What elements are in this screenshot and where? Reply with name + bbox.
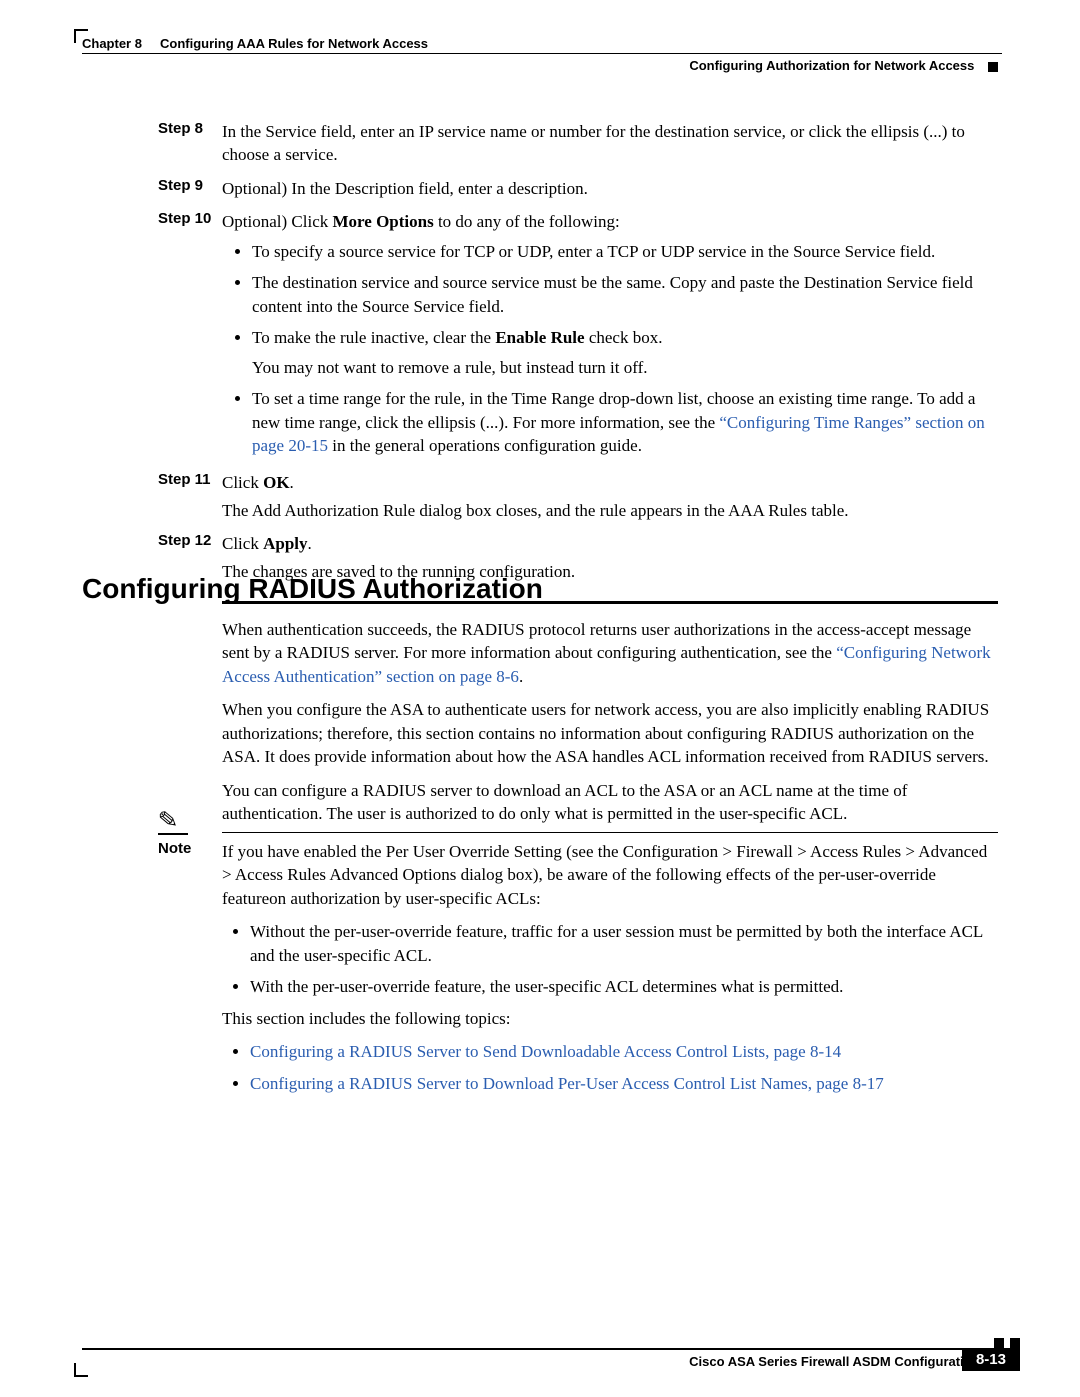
step-text: Optional) In the Description field, ente… <box>222 177 998 200</box>
paragraph: When authentication succeeds, the RADIUS… <box>222 618 998 688</box>
header-rule <box>82 53 1002 54</box>
step-label: Step 12 <box>158 532 222 549</box>
running-header-left: Chapter 8 Configuring AAA Rules for Netw… <box>82 36 428 51</box>
text: . <box>308 534 312 553</box>
cross-ref-link[interactable]: Configuring a RADIUS Server to Download … <box>250 1074 884 1093</box>
text: . <box>290 473 294 492</box>
step-label: Step 8 <box>158 120 222 137</box>
step-body: Optional) In the Description field, ente… <box>222 177 998 204</box>
square-icon <box>994 1338 1004 1348</box>
list-item: Configuring a RADIUS Server to Download … <box>250 1072 998 1095</box>
section-heading: Configuring RADIUS Authorization <box>82 573 543 605</box>
step-row: Step 11 Click OK. The Add Authorization … <box>158 471 998 526</box>
section-title: Configuring Authorization for Network Ac… <box>689 58 974 73</box>
paragraph: This section includes the following topi… <box>222 1007 998 1030</box>
list-item: The destination service and source servi… <box>252 271 998 318</box>
step-text: In the Service field, enter an IP servic… <box>222 120 998 167</box>
step-text: Click OK. <box>222 471 998 494</box>
bullet-list: Without the per-user-override feature, t… <box>222 920 998 998</box>
page-number: 8-13 <box>962 1348 1020 1371</box>
step-body: In the Service field, enter an IP servic… <box>222 120 998 171</box>
note-text: If you have enabled the Per User Overrid… <box>222 840 998 1103</box>
step-body: Click OK. The Add Authorization Rule dia… <box>222 471 998 526</box>
page: Chapter 8 Configuring AAA Rules for Netw… <box>0 0 1080 1397</box>
step-label: Step 9 <box>158 177 222 194</box>
step-row: Step 8 In the Service field, enter an IP… <box>158 120 998 171</box>
text: to do any of the following: <box>434 212 620 231</box>
list-item: Without the per-user-override feature, t… <box>250 920 998 967</box>
chapter-prefix: Chapter 8 <box>82 36 142 51</box>
list-item: With the per-user-override feature, the … <box>250 975 998 998</box>
pencil-icon: ✎ <box>158 806 188 835</box>
crop-mark <box>74 1375 88 1377</box>
paragraph: When you configure the ASA to authentica… <box>222 698 998 768</box>
bold-text: OK <box>263 473 289 492</box>
text: To make the rule inactive, clear the <box>252 328 495 347</box>
list-item: To set a time range for the rule, in the… <box>252 387 998 457</box>
note-rule <box>222 832 998 833</box>
list-item: To specify a source service for TCP or U… <box>252 240 998 263</box>
crop-mark <box>74 29 76 43</box>
chapter-title: Configuring AAA Rules for Network Access <box>160 36 428 51</box>
text: check box. <box>585 328 663 347</box>
bullet-list: To specify a source service for TCP or U… <box>222 240 998 458</box>
list-item: To make the rule inactive, clear the Ena… <box>252 326 998 379</box>
steps-block: Step 8 In the Service field, enter an IP… <box>158 120 998 604</box>
bold-text: More Options <box>332 212 433 231</box>
text: Click <box>222 473 263 492</box>
text: You may not want to remove a rule, but i… <box>252 358 648 377</box>
bullet-list: Configuring a RADIUS Server to Send Down… <box>222 1040 998 1095</box>
note-label: Note <box>158 840 191 857</box>
text: . <box>519 667 523 686</box>
step-text: The Add Authorization Rule dialog box cl… <box>222 499 998 522</box>
text: Click <box>222 534 263 553</box>
step-row: Step 10 Optional) Click More Options to … <box>158 210 998 465</box>
text: Optional) Click <box>222 212 332 231</box>
square-icon <box>1010 1338 1020 1348</box>
paragraph: You can configure a RADIUS server to dow… <box>222 779 998 826</box>
running-header-right: Configuring Authorization for Network Ac… <box>689 58 998 73</box>
page-footer: Cisco ASA Series Firewall ASDM Configura… <box>82 1338 1020 1369</box>
step-body: Optional) Click More Options to do any o… <box>222 210 998 465</box>
footer-markers <box>890 1338 1020 1348</box>
step-text: Click Apply. <box>222 532 998 555</box>
footer-guide-title: Cisco ASA Series Firewall ASDM Configura… <box>82 1354 1020 1369</box>
paragraph: If you have enabled the Per User Overrid… <box>222 840 998 910</box>
step-text: Optional) Click More Options to do any o… <box>222 210 998 233</box>
step-label: Step 10 <box>158 210 222 227</box>
step-row: Step 9 Optional) In the Description fiel… <box>158 177 998 204</box>
list-item: Configuring a RADIUS Server to Send Down… <box>250 1040 998 1063</box>
section-body: When authentication succeeds, the RADIUS… <box>222 618 998 836</box>
step-label: Step 11 <box>158 471 222 488</box>
crop-mark <box>74 29 88 31</box>
cross-ref-link[interactable]: Configuring a RADIUS Server to Send Down… <box>250 1042 841 1061</box>
bold-text: Enable Rule <box>495 328 584 347</box>
footer-rule <box>82 1348 1020 1350</box>
header-marker-icon <box>988 62 998 72</box>
bold-text: Apply <box>263 534 307 553</box>
text: in the general operations configuration … <box>328 436 642 455</box>
crop-mark <box>74 1363 76 1377</box>
